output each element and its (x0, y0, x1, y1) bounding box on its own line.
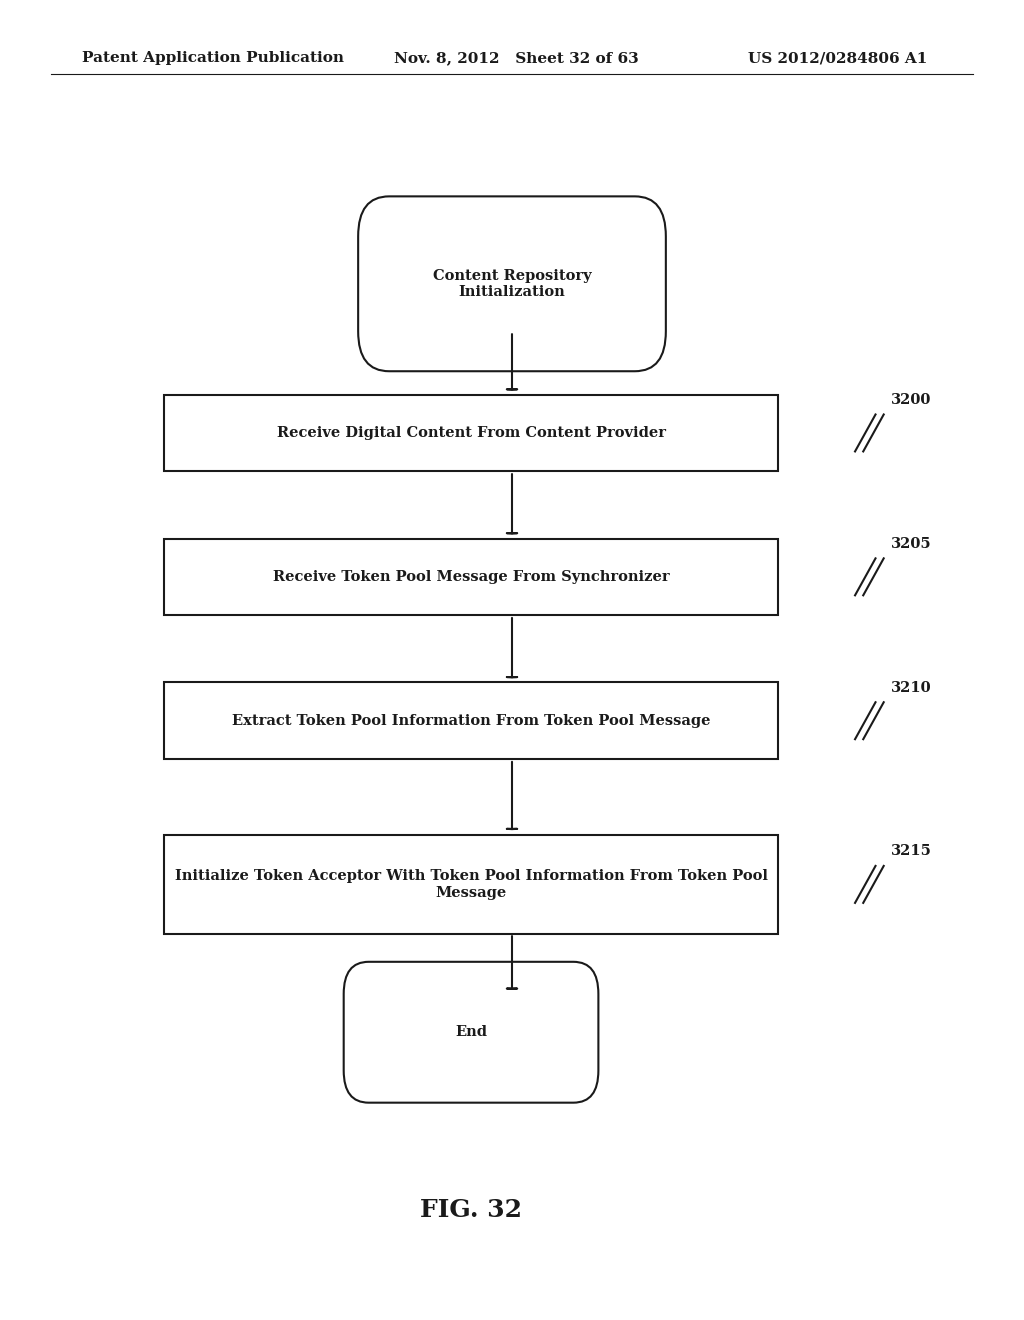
Text: Content Repository
Initialization: Content Repository Initialization (433, 269, 591, 298)
Text: Initialize Token Acceptor With Token Pool Information From Token Pool
Message: Initialize Token Acceptor With Token Poo… (174, 870, 768, 899)
Bar (164, 395, 778, 471)
Text: 3200: 3200 (891, 393, 931, 407)
Text: End: End (455, 1026, 487, 1039)
Bar (164, 539, 778, 615)
Text: Extract Token Pool Information From Token Pool Message: Extract Token Pool Information From Toke… (231, 714, 711, 727)
Text: 3210: 3210 (891, 681, 932, 694)
Text: Nov. 8, 2012   Sheet 32 of 63: Nov. 8, 2012 Sheet 32 of 63 (394, 51, 639, 65)
FancyBboxPatch shape (358, 197, 666, 371)
Text: Receive Token Pool Message From Synchronizer: Receive Token Pool Message From Synchron… (272, 570, 670, 583)
Text: 3215: 3215 (891, 845, 932, 858)
Text: Patent Application Publication: Patent Application Publication (82, 51, 344, 65)
Text: Receive Digital Content From Content Provider: Receive Digital Content From Content Pro… (276, 426, 666, 440)
FancyBboxPatch shape (344, 962, 598, 1102)
Bar (164, 836, 778, 935)
Text: 3205: 3205 (891, 537, 932, 550)
Text: US 2012/0284806 A1: US 2012/0284806 A1 (748, 51, 927, 65)
Bar (164, 682, 778, 759)
Text: FIG. 32: FIG. 32 (420, 1199, 522, 1222)
